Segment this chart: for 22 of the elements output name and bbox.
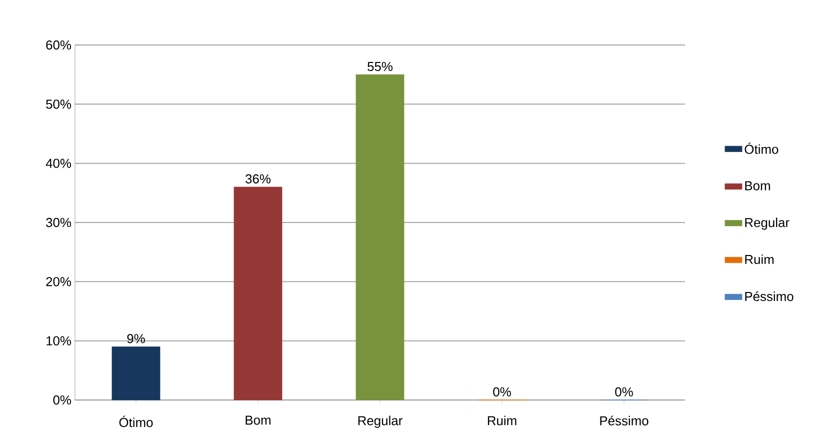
y-tick-label: 0% [53, 395, 72, 405]
legend-label: Ruim [745, 254, 774, 264]
legend-label: Péssimo [745, 291, 794, 302]
data-label: 55% [368, 62, 393, 72]
legend-label: Bom [745, 181, 770, 190]
y-tick-label: 40% [46, 158, 72, 168]
x-tick-label: Regular [358, 416, 402, 428]
y-tick-label: 10% [46, 336, 72, 346]
data-label: 0% [493, 387, 511, 396]
y-tick-label: 60% [46, 40, 72, 50]
legend-label: Regular [745, 218, 790, 230]
y-tick-label: 20% [46, 277, 72, 286]
x-tick-label: Ótimo [119, 416, 153, 428]
data-label: 0% [615, 387, 633, 396]
x-tick-label: Bom [246, 416, 270, 425]
x-tick-label: Ruim [488, 416, 516, 426]
legend-label: Ótimo [744, 142, 778, 154]
y-tick-label: 30% [46, 218, 72, 228]
y-tick-label: 50% [46, 100, 72, 109]
data-label: 36% [246, 174, 271, 184]
x-tick-label: Péssimo [600, 416, 648, 426]
data-label: 9% [127, 334, 145, 344]
